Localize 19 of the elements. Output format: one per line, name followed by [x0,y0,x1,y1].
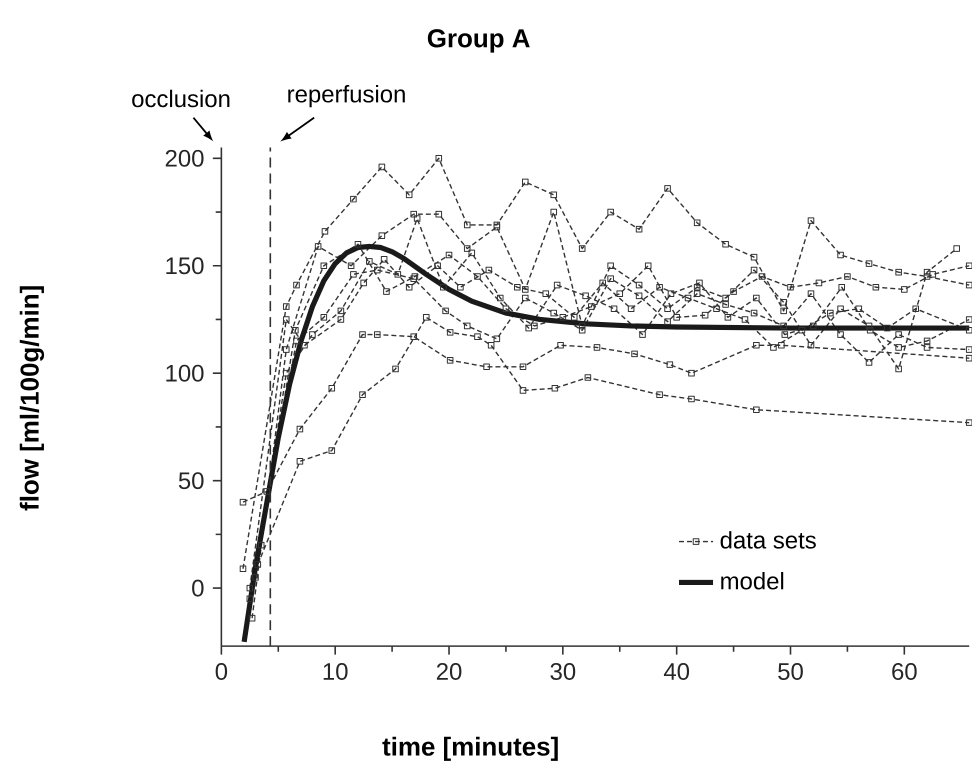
x-tick-label: 50 [778,663,803,680]
y-tick-label: 50 [178,472,204,490]
y-axis-title: flow [ml/100g/min] [20,286,44,511]
x-tick-label: 40 [664,663,690,680]
x-tick-label: 10 [324,663,348,680]
x-tick-label: 30 [550,663,576,680]
text: occlusion [132,90,230,108]
ref-line-label: reperfusion [288,85,405,108]
legend-label: model [721,572,784,590]
legend-label: data sets [720,531,816,549]
y-tick-label: 200 [166,150,204,167]
chart-title: Group A [428,29,530,53]
y-tick-label: 100 [166,364,204,382]
x-tick-label: 20 [436,663,462,680]
y-tick-label: 150 [166,257,204,274]
x-tick-label: 0 [216,663,228,680]
x-tick-label: 60 [892,663,917,680]
y-tick-label: 0 [192,580,204,597]
x-axis-title: time [minutes] [382,736,558,761]
